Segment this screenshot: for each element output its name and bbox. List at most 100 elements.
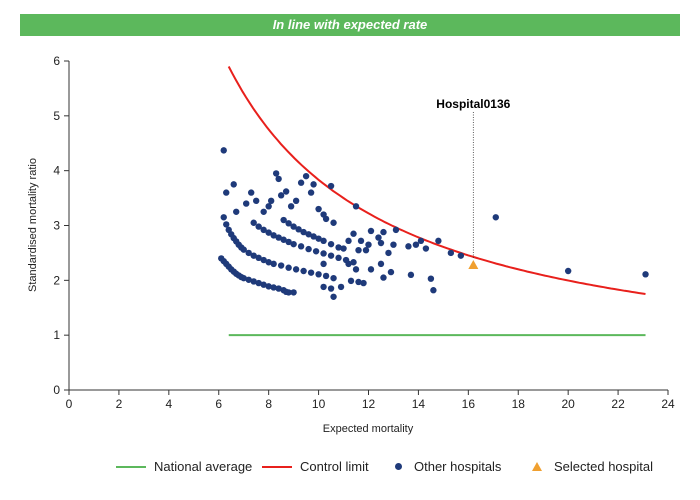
hospital-point: [230, 181, 237, 188]
hospital-point: [380, 274, 387, 281]
hospital-point: [377, 260, 385, 268]
hospital-point: [337, 283, 345, 291]
hospital-point: [282, 188, 290, 195]
hospital-point: [252, 197, 260, 205]
hospital-point: [320, 283, 327, 291]
hospital-point: [307, 269, 315, 276]
x-tick-label: 24: [661, 397, 675, 411]
hospital-point: [387, 268, 395, 276]
legend-item-other: Other hospitals: [385, 459, 501, 474]
hospital-point: [290, 223, 297, 230]
x-tick-label: 22: [611, 397, 625, 411]
y-tick-label: 5: [53, 109, 60, 123]
x-tick-label: 16: [462, 397, 476, 411]
hospital-point: [385, 249, 392, 257]
hospital-point: [220, 214, 227, 221]
hospital-point: [280, 216, 287, 224]
status-banner: In line with expected rate: [20, 14, 680, 36]
hospital-point: [247, 189, 255, 196]
hospital-point: [390, 241, 397, 248]
hospital-point: [250, 278, 257, 285]
hospital-point: [430, 287, 437, 294]
hospital-point: [447, 249, 455, 257]
x-tick-label: 10: [312, 397, 326, 411]
legend-label-control: Control limit: [300, 459, 369, 474]
hospital-point: [282, 288, 290, 296]
hospital-point: [287, 203, 295, 210]
legend-triangle-icon: [532, 462, 542, 471]
hospital-point: [260, 208, 267, 215]
hospital-point: [357, 237, 365, 245]
y-tick-label: 3: [53, 219, 60, 233]
hospital-point: [250, 219, 257, 226]
hospital-point: [327, 240, 335, 248]
hospital-point: [327, 285, 335, 292]
hospital-point: [275, 285, 282, 292]
hospital-point: [365, 241, 372, 248]
hospital-point: [255, 279, 262, 287]
hospital-point: [340, 245, 347, 252]
hospital-point: [322, 215, 330, 223]
hospital-point: [223, 189, 230, 196]
hospital-point: [375, 234, 382, 241]
hospital-point: [355, 278, 362, 286]
x-axis-label: Expected mortality: [323, 423, 414, 435]
y-tick-label: 1: [53, 328, 60, 342]
hospital-point: [350, 259, 357, 266]
hospital-point: [277, 262, 285, 269]
hospital-point: [297, 179, 305, 186]
hospital-point: [285, 238, 292, 246]
hospital-point: [320, 237, 327, 245]
hospital-point: [300, 228, 307, 236]
hospital-point: [300, 267, 307, 275]
hospital-point: [285, 264, 292, 271]
hospital-point: [392, 226, 400, 234]
hospital-point: [345, 237, 352, 245]
hospital-point: [295, 226, 302, 233]
hospital-point: [302, 172, 310, 180]
hospital-point: [292, 197, 300, 205]
selected-hospital-label: Hospital0136: [436, 97, 510, 111]
hospital-point: [360, 279, 367, 287]
hospital-point: [427, 275, 435, 282]
hospital-point: [367, 266, 375, 273]
hospital-point: [233, 208, 240, 215]
hospital-point: [367, 227, 375, 235]
control-limit-series: [227, 66, 646, 295]
x-tick-label: 0: [66, 397, 73, 411]
hospital-point: [330, 274, 337, 282]
hospital-point: [270, 260, 277, 268]
hospital-point: [330, 219, 337, 226]
hospital-point: [260, 256, 267, 264]
x-tick-label: 2: [116, 397, 123, 411]
hospital-point: [265, 259, 272, 266]
legend-item-selected: Selected hospital: [522, 459, 653, 474]
legend-label-national: National average: [154, 459, 253, 474]
hospital-point: [642, 271, 649, 278]
hospital-point: [347, 277, 355, 285]
hospital-point: [457, 252, 465, 259]
hospital-point: [275, 234, 282, 241]
hospital-point: [255, 254, 262, 262]
hospital-point: [305, 231, 312, 238]
hospital-point: [564, 267, 572, 275]
hospital-point: [380, 228, 387, 236]
y-tick-label: 0: [53, 383, 60, 397]
legend-item-control: Control limit: [262, 459, 369, 474]
hospital-point: [407, 271, 415, 279]
legend-dot-icon: [395, 463, 402, 470]
legend-item-national: National average: [116, 459, 252, 474]
hospital-point: [435, 237, 442, 245]
hospital-point: [315, 205, 322, 213]
legend-line-control: [262, 465, 292, 468]
hospital-point: [292, 266, 300, 273]
x-tick-label: 12: [362, 397, 376, 411]
hospital-point: [290, 289, 297, 296]
hospital-point: [290, 240, 297, 248]
hospital-point: [255, 223, 262, 230]
y-tick-label: 6: [53, 54, 60, 68]
x-tick-label: 6: [215, 397, 222, 411]
y-tick-label: 4: [53, 164, 60, 178]
